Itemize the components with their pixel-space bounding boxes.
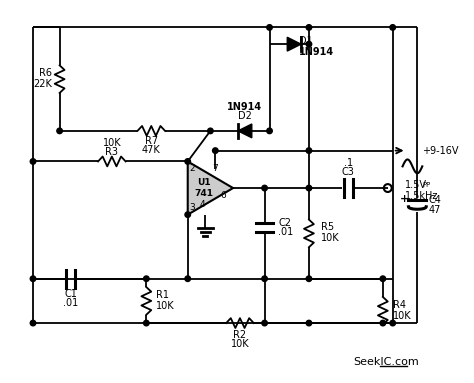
Circle shape — [212, 148, 218, 153]
Circle shape — [30, 276, 36, 282]
Text: C1: C1 — [64, 290, 77, 300]
Text: 47K: 47K — [142, 145, 161, 155]
Circle shape — [185, 212, 191, 218]
Circle shape — [208, 128, 213, 134]
Circle shape — [380, 320, 386, 326]
Polygon shape — [188, 162, 233, 214]
Text: SeekIC.com: SeekIC.com — [353, 357, 419, 367]
Circle shape — [380, 276, 386, 282]
Circle shape — [185, 159, 191, 164]
Text: D2: D2 — [238, 111, 252, 121]
Polygon shape — [238, 124, 252, 138]
Circle shape — [262, 320, 267, 326]
Text: U1: U1 — [197, 178, 210, 187]
Text: 4: 4 — [200, 200, 205, 209]
Circle shape — [390, 320, 395, 326]
Text: R7: R7 — [145, 136, 158, 146]
Text: C2: C2 — [278, 218, 292, 228]
Text: 1N914: 1N914 — [299, 47, 334, 57]
Text: 741: 741 — [194, 190, 213, 198]
Circle shape — [262, 185, 267, 191]
Text: 10K: 10K — [102, 138, 121, 148]
Circle shape — [57, 128, 63, 134]
Text: 22K: 22K — [33, 79, 52, 89]
Text: 1.5V: 1.5V — [404, 180, 427, 190]
Text: 10K: 10K — [321, 233, 339, 243]
Text: 7: 7 — [212, 164, 218, 173]
Text: 10K: 10K — [392, 311, 411, 321]
Circle shape — [144, 276, 149, 282]
Circle shape — [30, 159, 36, 164]
Text: R4: R4 — [392, 300, 406, 310]
Text: R3: R3 — [105, 147, 118, 157]
Circle shape — [262, 276, 267, 282]
Text: 1N914: 1N914 — [228, 102, 263, 112]
Text: C4: C4 — [428, 195, 441, 205]
Text: .01: .01 — [63, 298, 78, 308]
Text: PP: PP — [422, 182, 430, 188]
Circle shape — [390, 25, 395, 30]
Text: 6: 6 — [220, 192, 226, 200]
Circle shape — [306, 25, 312, 30]
Circle shape — [267, 128, 272, 134]
Text: 47: 47 — [428, 205, 440, 215]
Circle shape — [267, 25, 272, 30]
Text: 2: 2 — [190, 164, 195, 173]
Text: C3: C3 — [342, 167, 355, 177]
Text: R6: R6 — [39, 68, 52, 78]
Text: .1: .1 — [344, 159, 353, 169]
Circle shape — [306, 148, 312, 153]
Text: R2: R2 — [233, 330, 246, 340]
Text: 3: 3 — [190, 203, 196, 212]
Text: 10K: 10K — [156, 301, 175, 311]
Circle shape — [306, 185, 312, 191]
Text: R5: R5 — [321, 223, 334, 232]
Text: R1: R1 — [156, 290, 169, 300]
Text: +: + — [400, 195, 409, 205]
Circle shape — [144, 320, 149, 326]
Polygon shape — [287, 37, 301, 51]
Circle shape — [185, 276, 191, 282]
Circle shape — [30, 320, 36, 326]
Text: .01: .01 — [278, 228, 293, 237]
Text: +9-16V: +9-16V — [422, 146, 459, 155]
Circle shape — [306, 41, 312, 47]
Circle shape — [306, 320, 312, 326]
Circle shape — [306, 276, 312, 282]
Text: 1.5kHz: 1.5kHz — [404, 191, 438, 201]
Text: D1: D1 — [299, 36, 313, 46]
Text: 10K: 10K — [231, 339, 249, 349]
